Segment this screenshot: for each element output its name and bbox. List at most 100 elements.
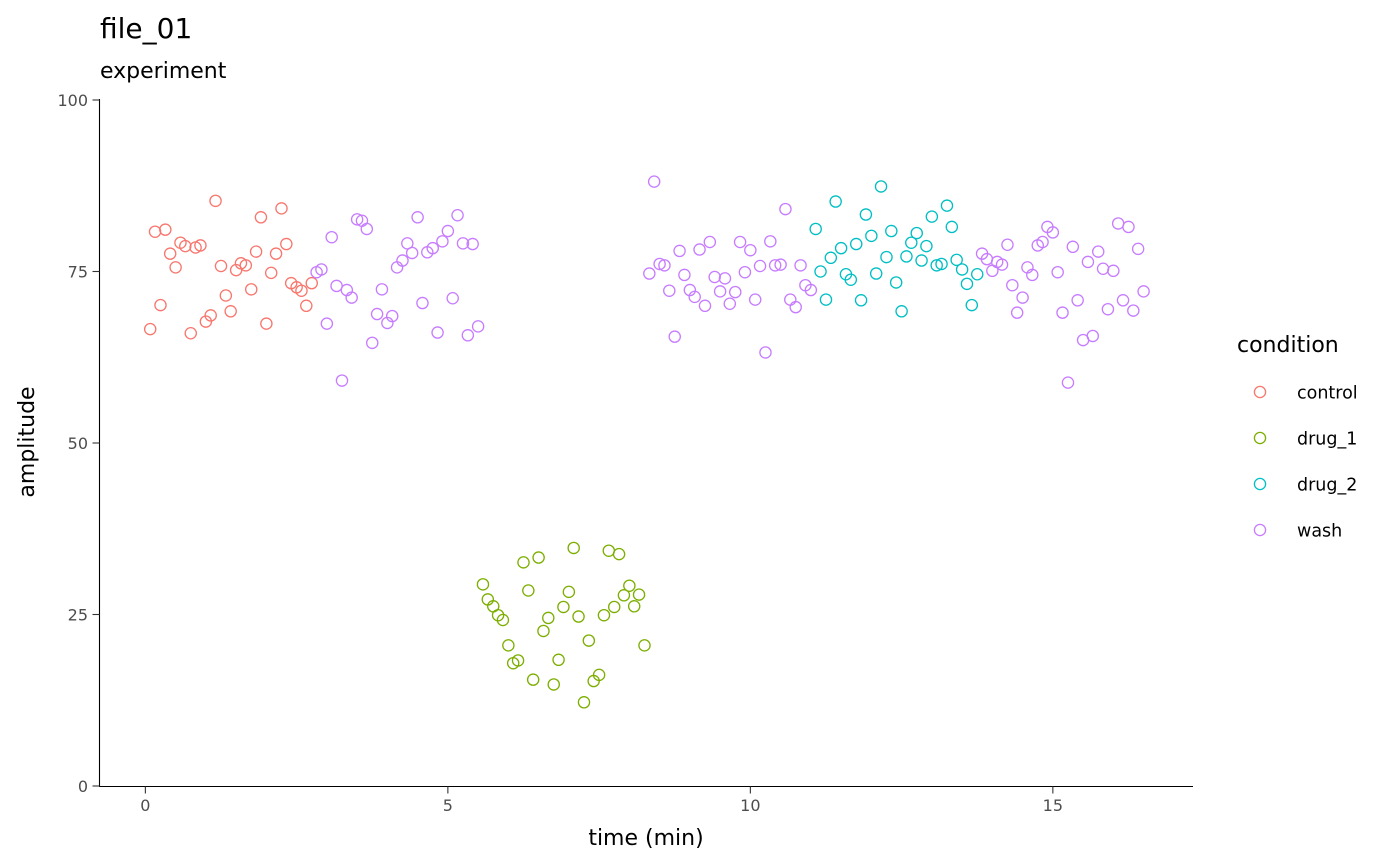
point-wash-51 <box>733 235 747 249</box>
point-drug_1-10 <box>526 673 540 686</box>
point-drug_1-18 <box>567 541 580 555</box>
point-wash-10 <box>360 222 374 236</box>
point-wash-32 <box>471 320 485 333</box>
point-drug_2-22 <box>920 239 933 253</box>
point-wash-92 <box>1107 264 1120 278</box>
point-wash-50 <box>728 285 742 299</box>
legend-key-control <box>1253 385 1267 399</box>
point-wash-94 <box>1116 294 1130 307</box>
point-drug_2-12 <box>869 267 883 280</box>
point-wash-98 <box>1137 285 1150 298</box>
point-wash-62 <box>789 300 802 314</box>
point-wash-60 <box>779 202 792 216</box>
legend-title: condition <box>1237 333 1339 358</box>
point-drug_2-25 <box>935 257 948 271</box>
point-wash-12 <box>370 307 384 321</box>
point-drug_1-30 <box>627 600 641 613</box>
legend-key-drug_1 <box>1253 431 1267 445</box>
point-wash-90 <box>1096 262 1110 276</box>
legend-label-drug_1: drug_1 <box>1297 430 1357 450</box>
point-wash-74 <box>1016 291 1029 304</box>
point-drug_2-3 <box>824 251 838 265</box>
point-drug_1-25 <box>602 544 616 557</box>
point-wash-43 <box>693 243 706 256</box>
chart-title: file_01 <box>100 12 192 45</box>
point-wash-88 <box>1086 329 1100 343</box>
point-wash-56 <box>759 346 772 359</box>
point-drug_2-28 <box>950 253 963 267</box>
point-wash-52 <box>738 265 752 279</box>
y-tick-label-4: 100 <box>57 91 88 110</box>
point-wash-37 <box>663 284 676 297</box>
point-wash-18 <box>401 237 414 250</box>
point-control-5 <box>169 261 182 274</box>
point-drug_2-16 <box>889 276 903 289</box>
point-control-32 <box>305 276 318 290</box>
point-drug_1-9 <box>522 584 535 597</box>
point-wash-42 <box>688 290 701 304</box>
point-drug_1-19 <box>572 610 585 623</box>
point-drug_1-13 <box>542 611 555 625</box>
point-drug_1-31 <box>632 588 646 601</box>
point-control-30 <box>295 284 308 297</box>
point-control-2 <box>154 298 167 312</box>
point-wash-13 <box>375 283 389 296</box>
point-wash-70 <box>995 258 1009 271</box>
point-drug_2-31 <box>965 298 979 312</box>
point-drug_2-27 <box>945 220 959 234</box>
legend-label-control: control <box>1297 384 1358 404</box>
point-drug_1-16 <box>557 600 570 614</box>
point-drug_1-3 <box>491 608 505 622</box>
point-wash-30 <box>461 329 475 342</box>
point-drug_2-30 <box>960 277 974 291</box>
point-wash-27 <box>446 291 459 305</box>
point-wash-95 <box>1122 220 1135 234</box>
point-wash-38 <box>668 330 681 343</box>
point-wash-63 <box>794 259 807 272</box>
point-drug_1-5 <box>502 639 515 652</box>
point-control-7 <box>179 239 192 253</box>
point-wash-84 <box>1066 240 1080 254</box>
y-tick-label-2: 50 <box>68 434 88 453</box>
legend-key-wash <box>1253 523 1267 537</box>
point-wash-7 <box>345 291 358 304</box>
point-drug_1-15 <box>552 653 565 667</box>
point-drug_2-2 <box>819 293 833 306</box>
point-drug_2-4 <box>829 195 842 208</box>
point-control-8 <box>184 326 197 340</box>
point-wash-73 <box>1010 306 1024 319</box>
point-wash-26 <box>441 224 455 238</box>
point-wash-44 <box>698 299 712 313</box>
point-drug_2-11 <box>865 229 878 243</box>
point-drug_1-11 <box>532 551 545 564</box>
x-tick-label-2: 10 <box>740 796 760 815</box>
y-tick-label-0: 0 <box>78 777 88 796</box>
point-wash-21 <box>416 296 429 310</box>
point-control-0 <box>143 322 157 336</box>
point-wash-65 <box>804 283 818 297</box>
point-drug_1-32 <box>638 639 651 652</box>
point-drug_2-24 <box>930 259 943 272</box>
point-drug_2-1 <box>814 265 827 278</box>
point-drug_2-10 <box>859 208 873 221</box>
point-wash-46 <box>708 270 721 284</box>
point-wash-36 <box>658 259 671 272</box>
point-control-24 <box>264 266 278 280</box>
point-drug_1-29 <box>623 579 636 592</box>
point-wash-8 <box>350 213 364 226</box>
point-control-23 <box>260 317 273 330</box>
plot-panel: 0 5 10 15 0 25 50 75 100 <box>57 91 1193 815</box>
point-drug_2-13 <box>874 180 888 193</box>
point-drug_2-29 <box>955 263 969 276</box>
point-wash-55 <box>753 259 767 273</box>
point-wash-4 <box>330 279 343 293</box>
point-drug_1-14 <box>547 678 560 691</box>
legend-key-drug_2 <box>1253 477 1267 491</box>
point-drug_1-26 <box>607 600 621 614</box>
point-control-12 <box>204 309 217 322</box>
point-wash-47 <box>713 285 727 298</box>
point-wash-24 <box>431 326 444 339</box>
